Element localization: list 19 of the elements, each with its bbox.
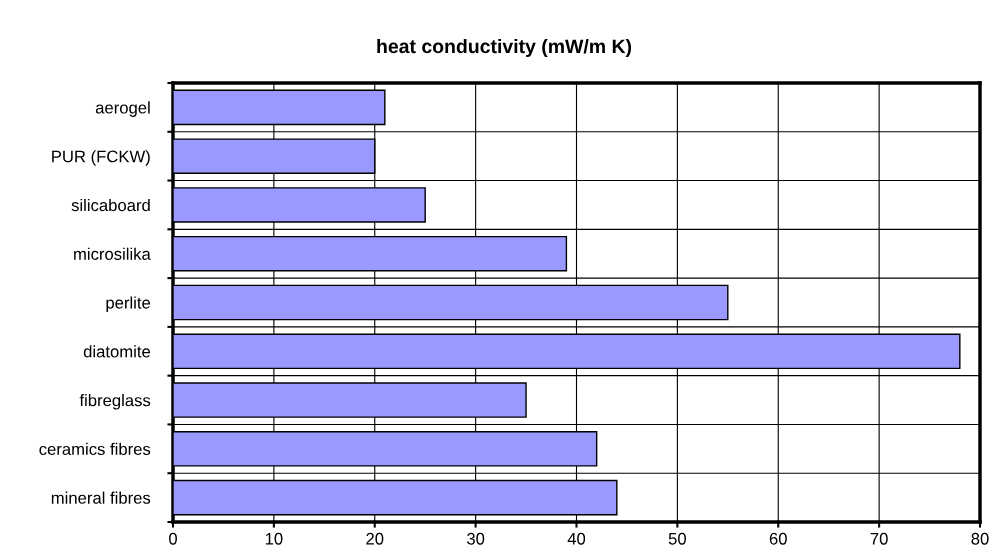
x-tick-label: 0	[169, 532, 177, 545]
y-tick-label: diatomite	[83, 345, 151, 358]
x-tick-label: 40	[567, 532, 586, 545]
x-tick-label: 50	[668, 532, 686, 545]
y-tick-label: PUR (FCKW)	[52, 150, 150, 166]
x-tick-label: 20	[366, 532, 384, 545]
x-tick-label: 30	[466, 532, 485, 545]
y-tick-label: silicaboard	[71, 198, 150, 212]
y-tick-label: aerogel	[95, 101, 150, 117]
x-tick-label: 80	[971, 532, 989, 545]
x-tick-label: 60	[769, 532, 787, 545]
x-tick-label: 10	[265, 532, 283, 545]
y-tick-label: microsilika	[74, 247, 151, 260]
chart-title: heat conductivity (mW/m K)	[377, 38, 632, 58]
y-tick-label: fibreglass	[79, 394, 151, 410]
y-tick-label: mineral fibres	[51, 491, 151, 504]
x-tick-label: 70	[870, 532, 888, 545]
y-tick-label: ceramics fibres	[39, 442, 151, 456]
y-tick-label: perlite	[106, 296, 151, 312]
